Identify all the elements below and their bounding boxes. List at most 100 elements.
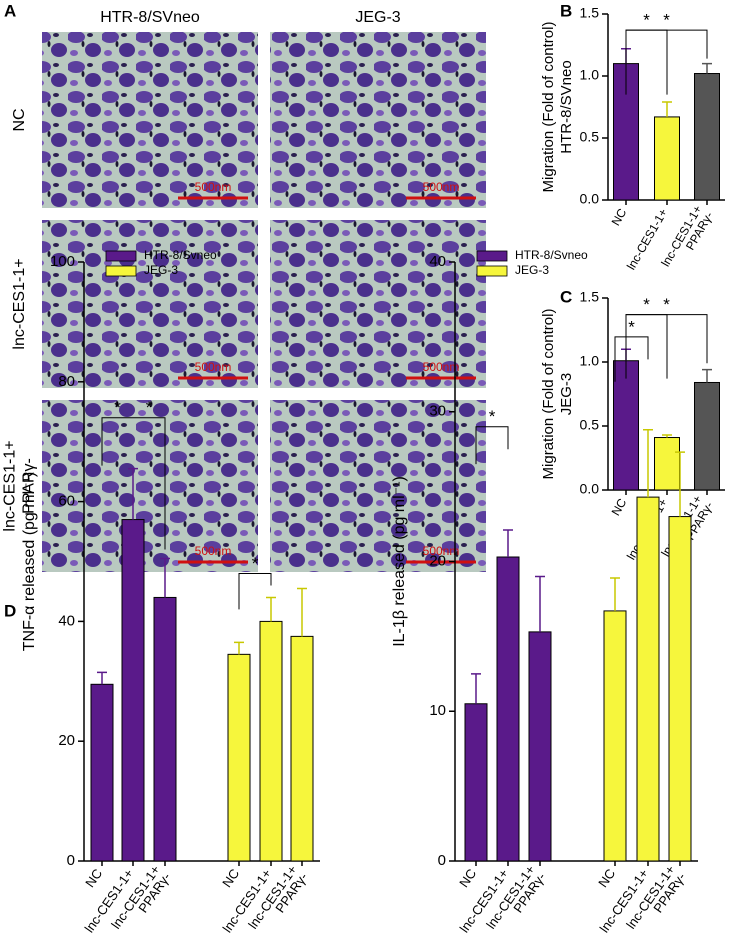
error-bar bbox=[471, 673, 481, 704]
bar bbox=[654, 437, 680, 491]
error-bar bbox=[297, 587, 307, 637]
y-tick-label: 0.5 bbox=[580, 129, 600, 145]
micrograph-panel: HTR-8/SVneo JEG-3 500nm 500nm 500nm 500nm 500n… bbox=[42, 9, 486, 572]
legend-swatch bbox=[105, 265, 137, 277]
y-tick-label: 30 bbox=[429, 403, 446, 420]
bar bbox=[654, 116, 680, 201]
y-tick-label: 0.0 bbox=[580, 191, 600, 207]
significance-bracket bbox=[475, 426, 509, 465]
label: IL-1β released (pg ml⁻¹) bbox=[391, 476, 408, 647]
significance-bracket bbox=[133, 417, 166, 550]
y-tick-label: 0 bbox=[67, 852, 75, 869]
bar bbox=[153, 596, 177, 862]
bar bbox=[464, 703, 488, 862]
scale-bar-label: 500nm bbox=[195, 360, 232, 374]
y-tick-label: 1.5 bbox=[580, 5, 600, 21]
bar bbox=[259, 620, 283, 862]
significance-mark: * bbox=[252, 554, 259, 573]
error-bar bbox=[266, 596, 276, 622]
y-tick-label: 40 bbox=[58, 612, 75, 629]
significance-mark: * bbox=[146, 398, 153, 417]
y-tick-label: 1.0 bbox=[580, 67, 600, 83]
panel-label: B bbox=[560, 1, 572, 20]
label-group: NC bbox=[456, 866, 479, 890]
scale-bar-label: 500nm bbox=[423, 544, 460, 558]
panel-label: A bbox=[4, 1, 16, 20]
legend-label: JEG-3 bbox=[515, 263, 549, 277]
significance-mark: * bbox=[114, 398, 121, 417]
label-group: IL-1β released (pg ml⁻¹) bbox=[391, 476, 408, 647]
label: HTR-8/SVneo bbox=[558, 60, 575, 153]
label-group: NC bbox=[609, 496, 630, 518]
label-group: Migration (Fold of control) HTR-8/SVneo bbox=[540, 22, 575, 193]
column-label: JEG-3 bbox=[355, 9, 400, 26]
label-group: lnc-CES1-1+ bbox=[11, 258, 28, 349]
error-bar bbox=[503, 529, 513, 558]
y-tick-label: 20 bbox=[58, 732, 75, 749]
y-tick-label: 60 bbox=[58, 493, 75, 510]
label-group: lnc-CES1-1+PPARγ- bbox=[2, 440, 38, 531]
y-tick-label: 0.5 bbox=[580, 417, 600, 433]
error-bar bbox=[662, 434, 672, 438]
y-tick-label: 10 bbox=[429, 702, 446, 719]
error-bar bbox=[160, 557, 170, 598]
legend-label: HTR-8/Svneo bbox=[515, 248, 588, 262]
scale-bar-label: 500nm bbox=[423, 180, 460, 194]
error-bar bbox=[702, 368, 712, 383]
bar bbox=[603, 610, 627, 862]
panel-label: D bbox=[4, 601, 16, 620]
bar bbox=[636, 496, 660, 862]
error-bar bbox=[662, 101, 672, 117]
significance-mark: * bbox=[663, 295, 670, 314]
label-group: TNF-α released (pg ml⁻¹) bbox=[21, 472, 38, 652]
label: Migration (Fold of control) bbox=[540, 309, 557, 480]
legend-swatch bbox=[476, 250, 508, 262]
bar bbox=[694, 73, 720, 201]
label-group: NC bbox=[609, 206, 630, 228]
y-tick-label: 20 bbox=[429, 552, 446, 569]
y-tick-label: 40 bbox=[429, 253, 446, 270]
label: NC bbox=[11, 108, 28, 131]
micrograph bbox=[270, 220, 486, 388]
label: NC bbox=[609, 496, 630, 518]
significance-bracket bbox=[101, 417, 133, 466]
significance-mark: * bbox=[643, 11, 650, 30]
panel-label: C bbox=[560, 287, 572, 306]
label: NC bbox=[82, 866, 105, 890]
bar bbox=[121, 519, 145, 862]
label: NC bbox=[219, 866, 242, 890]
label: NC bbox=[595, 866, 618, 890]
error-bar bbox=[97, 671, 107, 685]
y-tick-label: 0.0 bbox=[580, 481, 600, 497]
label: Migration (Fold of control) bbox=[540, 22, 557, 193]
bar bbox=[290, 635, 314, 862]
legend-swatch bbox=[476, 265, 508, 277]
y-tick-label: 0 bbox=[438, 852, 446, 869]
micrograph bbox=[42, 220, 258, 388]
micrograph bbox=[42, 400, 258, 572]
bar bbox=[694, 381, 720, 491]
y-tick-label: 1.0 bbox=[580, 353, 600, 369]
error-bar bbox=[675, 451, 685, 517]
error-bar bbox=[535, 575, 545, 632]
significance-mark: * bbox=[489, 407, 496, 426]
significance-mark: * bbox=[663, 11, 670, 30]
legend-label: JEG-3 bbox=[144, 263, 178, 277]
label: PPARγ- bbox=[21, 458, 38, 514]
significance-bracket bbox=[625, 29, 708, 95]
bar bbox=[613, 360, 639, 491]
bar bbox=[528, 631, 552, 862]
significance-mark: * bbox=[643, 295, 650, 314]
bar bbox=[227, 653, 251, 862]
label: TNF-α released (pg ml⁻¹) bbox=[21, 472, 38, 652]
bar bbox=[668, 516, 692, 862]
label: NC bbox=[609, 206, 630, 228]
label-group: NC bbox=[595, 866, 618, 890]
legend-label: HTR-8/Svneo bbox=[144, 248, 217, 262]
significance-bracket bbox=[625, 314, 708, 379]
micrograph bbox=[42, 32, 258, 208]
bar bbox=[90, 683, 114, 862]
label-group: NC bbox=[11, 108, 28, 131]
bar bbox=[496, 556, 520, 862]
